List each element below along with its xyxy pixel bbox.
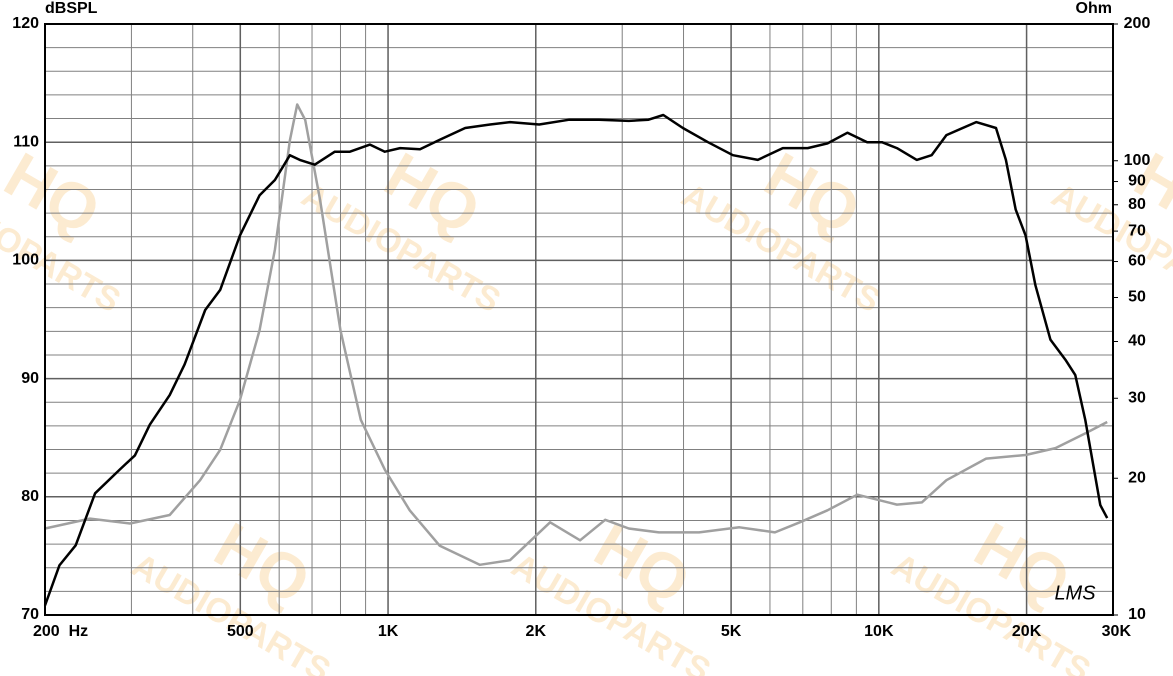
y-tick-label: 90 <box>21 370 39 387</box>
plot-frame <box>44 23 1114 616</box>
x-tick-label: 5K <box>721 623 742 640</box>
y-tick-label: 110 <box>13 133 39 150</box>
y2-tick-label: 30 <box>1128 389 1146 406</box>
y-tick-label: 80 <box>21 488 39 505</box>
y-tick-label: 70 <box>21 606 39 623</box>
y2-tick-label: 80 <box>1128 196 1146 213</box>
y2-tick-label: 60 <box>1128 253 1146 270</box>
y2-tick-label: 20 <box>1128 469 1146 486</box>
y2-tick-label: 50 <box>1128 289 1146 306</box>
y2-tick-label: 10 <box>1128 606 1146 623</box>
x-tick-label: 500 <box>227 623 254 640</box>
y-tick-label: 120 <box>12 15 39 32</box>
y2-tick-label: 200 <box>1124 15 1151 32</box>
annotation: LMS <box>1054 582 1096 604</box>
y2-axis-label: Ohm <box>1076 0 1112 17</box>
curve <box>43 113 1109 606</box>
y-tick-label: 100 <box>12 252 39 269</box>
x-tick-label: 200 Hz <box>33 623 88 640</box>
x-tick-label: 20K <box>1012 623 1042 640</box>
y2-tick-label: 40 <box>1128 333 1146 350</box>
y2-tick-label: 70 <box>1128 222 1146 239</box>
curve <box>44 103 1108 567</box>
y2-tick-label: 100 <box>1124 152 1151 169</box>
x-tick-label: 1K <box>378 623 399 640</box>
x-tick-label: 30K <box>1102 623 1132 640</box>
y2-tick-label: 90 <box>1128 173 1146 190</box>
x-tick-label: 2K <box>526 623 547 640</box>
x-tick-label: 10K <box>864 623 894 640</box>
y-axis-label: dBSPL <box>45 0 98 17</box>
